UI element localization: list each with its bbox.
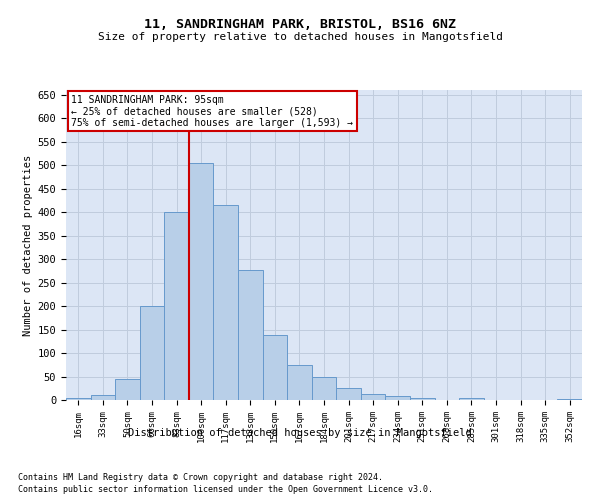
Bar — [312, 376, 336, 400]
Text: Contains public sector information licensed under the Open Government Licence v3: Contains public sector information licen… — [18, 485, 433, 494]
Bar — [66, 398, 91, 400]
Text: Contains HM Land Registry data © Crown copyright and database right 2024.: Contains HM Land Registry data © Crown c… — [18, 472, 383, 482]
Text: Distribution of detached houses by size in Mangotsfield: Distribution of detached houses by size … — [128, 428, 472, 438]
Text: Size of property relative to detached houses in Mangotsfield: Size of property relative to detached ho… — [97, 32, 503, 42]
Text: 11 SANDRINGHAM PARK: 95sqm
← 25% of detached houses are smaller (528)
75% of sem: 11 SANDRINGHAM PARK: 95sqm ← 25% of deta… — [71, 94, 353, 128]
Bar — [238, 270, 263, 400]
Y-axis label: Number of detached properties: Number of detached properties — [23, 154, 34, 336]
Bar — [410, 398, 434, 400]
Bar — [263, 335, 287, 400]
Bar — [140, 306, 164, 400]
Bar — [287, 365, 312, 400]
Bar — [385, 396, 410, 400]
Bar — [164, 212, 189, 400]
Bar — [361, 394, 385, 400]
Bar — [459, 398, 484, 400]
Text: 11, SANDRINGHAM PARK, BRISTOL, BS16 6NZ: 11, SANDRINGHAM PARK, BRISTOL, BS16 6NZ — [144, 18, 456, 30]
Bar — [214, 205, 238, 400]
Bar — [91, 396, 115, 400]
Bar — [557, 398, 582, 400]
Bar — [115, 379, 140, 400]
Bar — [336, 388, 361, 400]
Bar — [189, 163, 214, 400]
